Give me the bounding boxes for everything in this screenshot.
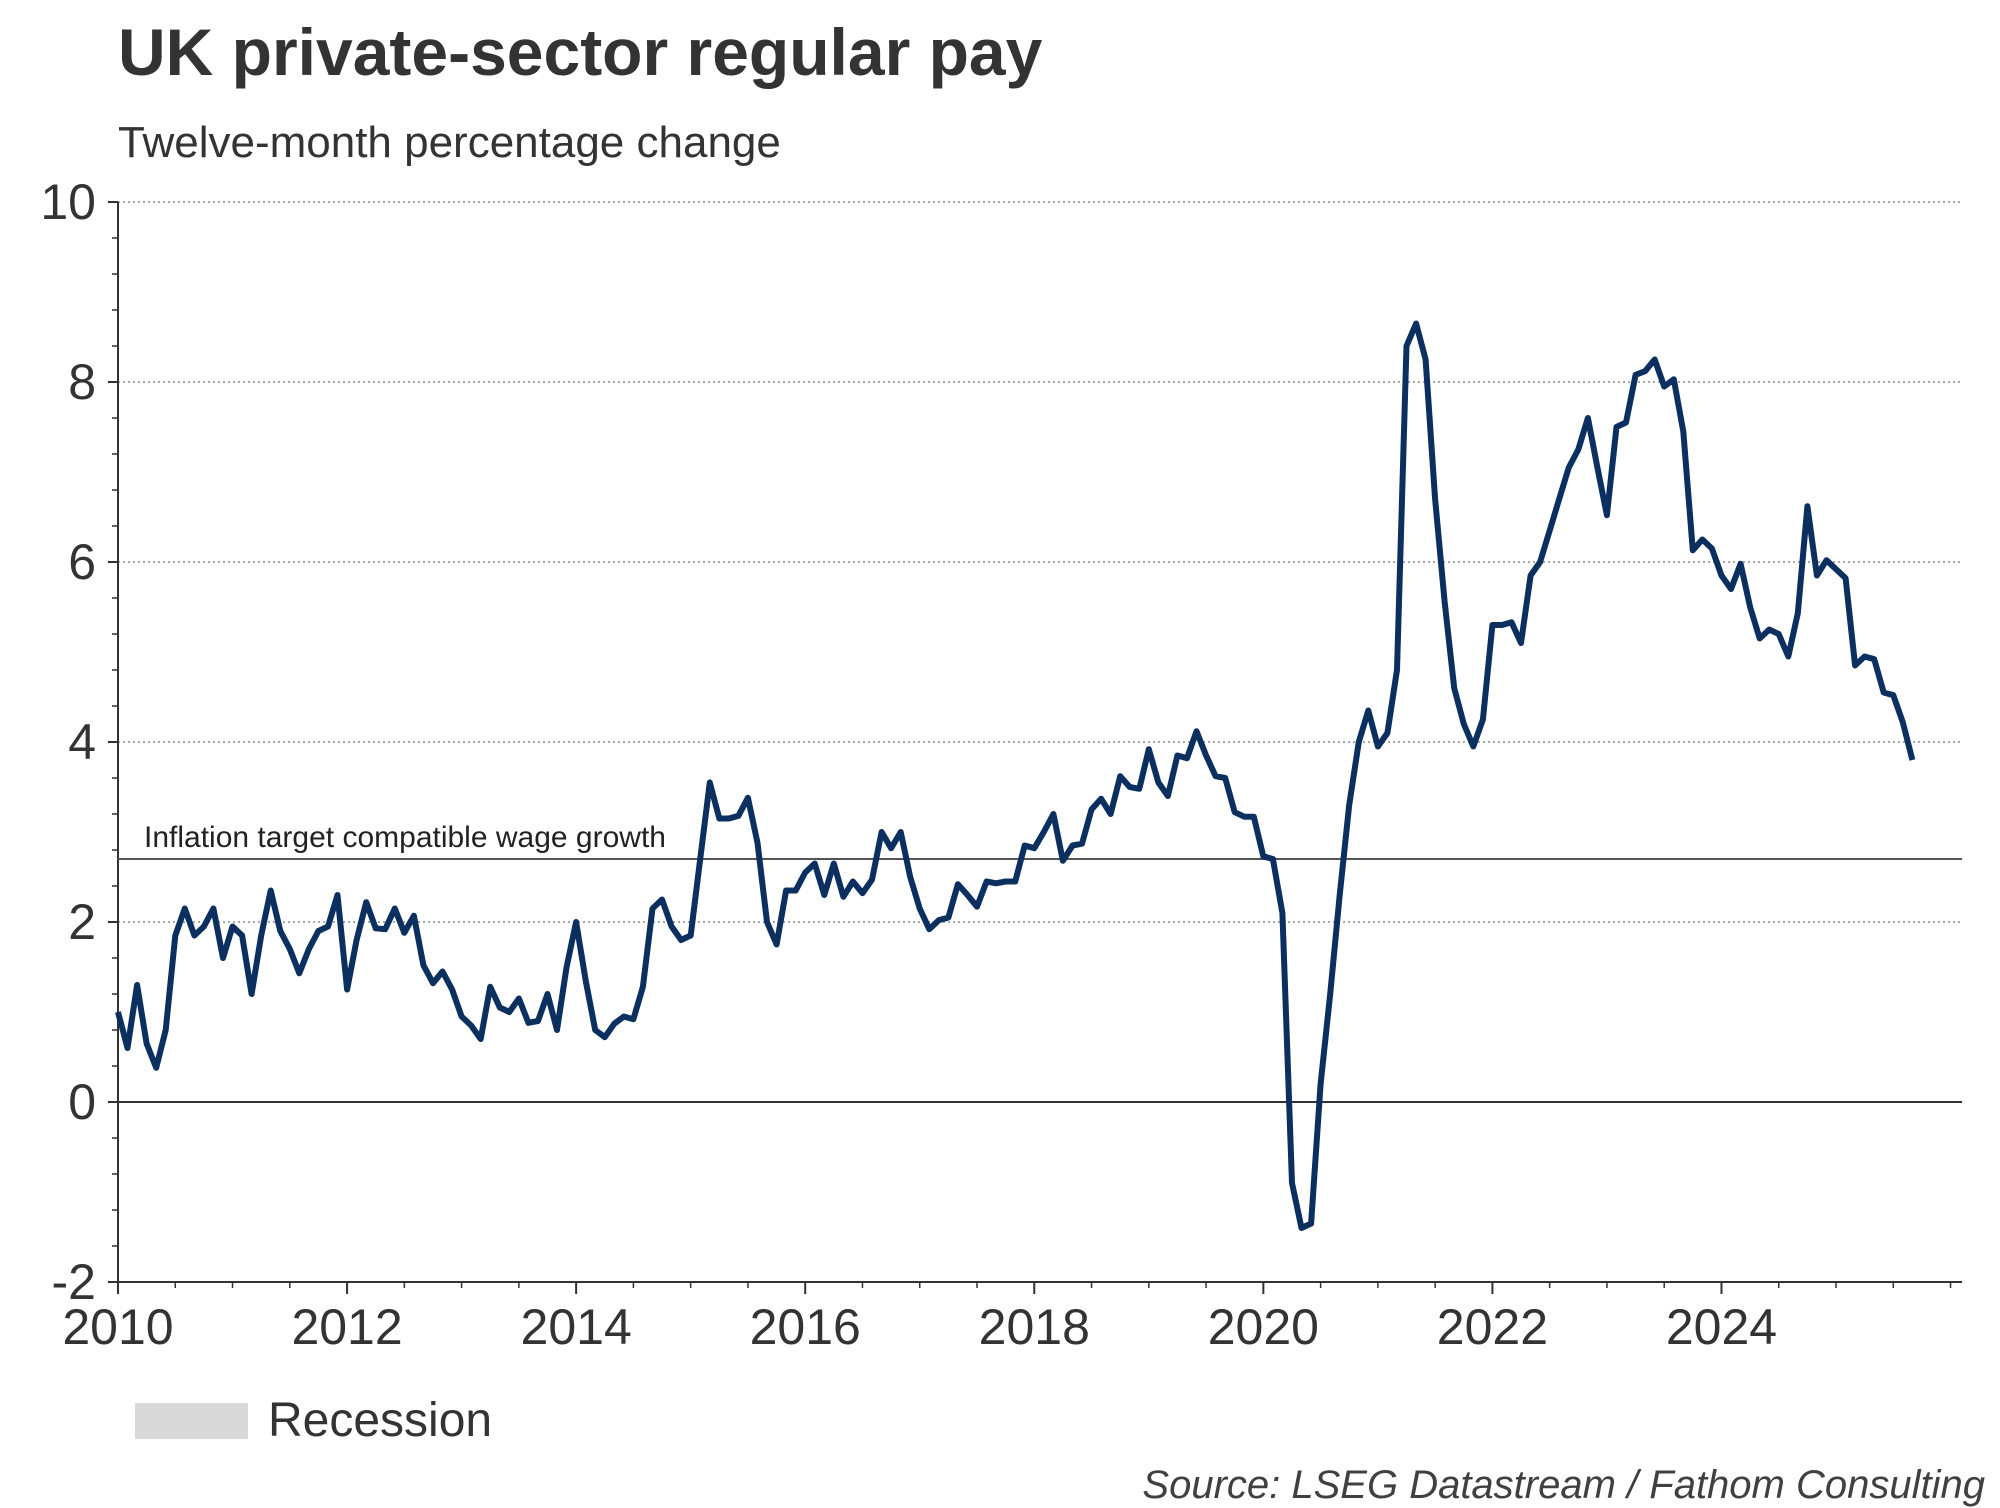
reference-line-label: Inflation target compatible wage growth: [144, 821, 666, 854]
grid-lines: [118, 201, 1962, 923]
y-tick-label: 10: [40, 174, 96, 230]
chart-subtitle: Twelve-month percentage change: [118, 118, 781, 167]
x-tick-label: 2016: [750, 1299, 861, 1355]
source-note: Source: LSEG Datastream / Fathom Consult…: [1142, 1463, 1985, 1507]
x-tick-label: 2012: [291, 1299, 402, 1355]
x-tick-label: 2018: [979, 1299, 1090, 1355]
x-tick-label: 2024: [1666, 1299, 1777, 1355]
recession-legend-swatch: [135, 1402, 248, 1439]
recession-legend-label: Recession: [268, 1394, 493, 1447]
y-tick-label: 0: [68, 1074, 96, 1130]
x-tick-label: 2010: [62, 1299, 173, 1355]
legend: Recession: [135, 1393, 492, 1448]
x-tick-label: 2020: [1208, 1299, 1319, 1355]
tick-labels: -2 0 2 4 6 8 10 2010 2012 2014 2016 2018 2020 2022 202…: [40, 174, 1777, 1355]
chart-title: UK private-sector regular pay: [118, 15, 1043, 89]
y-tick-label: 8: [68, 354, 96, 410]
series-layer: [115, 320, 1916, 1231]
y-tick-label: -2: [52, 1254, 96, 1310]
axis-ticks: [108, 201, 1952, 1294]
y-tick-label: 2: [68, 894, 96, 950]
series-line-private-sector-pay: [115, 320, 1916, 1231]
y-tick-label: 4: [68, 714, 96, 770]
x-tick-label: 2014: [521, 1299, 632, 1355]
y-tick-label: 6: [68, 534, 96, 590]
x-tick-label: 2022: [1437, 1299, 1548, 1355]
